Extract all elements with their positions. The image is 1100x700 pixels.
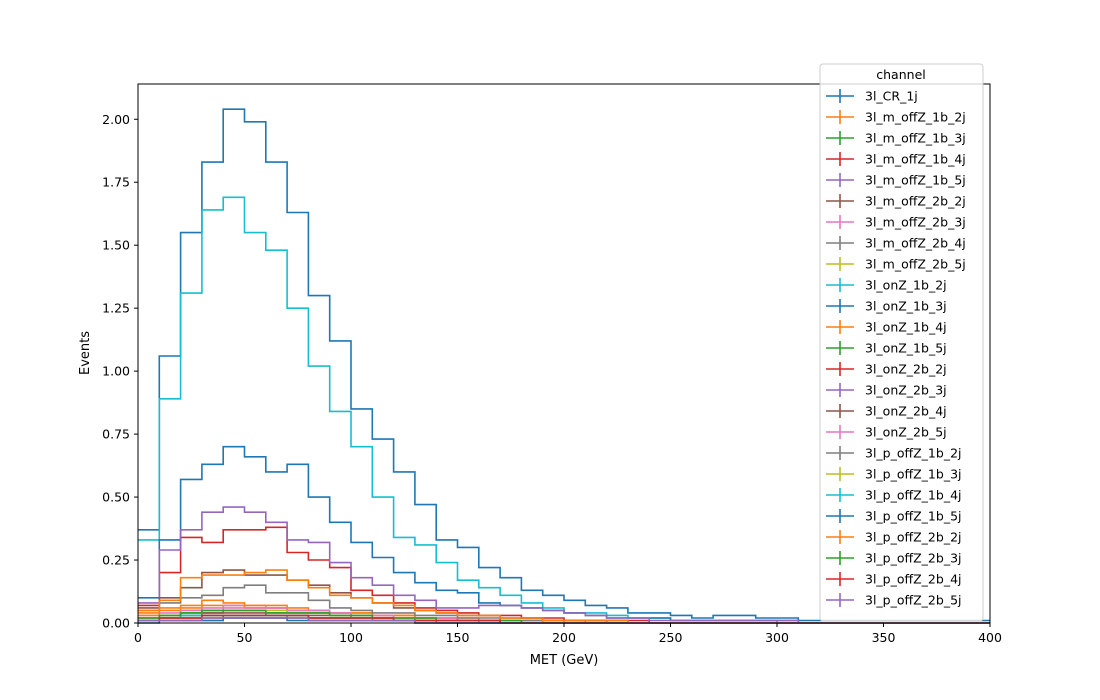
legend-item: 3l_p_offZ_2b_5j xyxy=(826,593,962,608)
x-tick-label: 150 xyxy=(446,630,470,645)
legend-label: 3l_p_offZ_1b_5j xyxy=(865,509,962,524)
x-tick-label: 250 xyxy=(659,630,683,645)
legend-item: 3l_m_offZ_1b_5j xyxy=(826,173,966,188)
legend-label: 3l_onZ_1b_2j xyxy=(865,278,947,293)
legend-item: 3l_onZ_2b_5j xyxy=(826,425,947,440)
legend: channel 3l_CR_1j 3l_m_offZ_1b_2j 3l_m_offZ… xyxy=(819,63,984,622)
legend-item: 3l_m_offZ_2b_5j xyxy=(826,257,966,272)
legend-label: 3l_p_offZ_1b_2j xyxy=(865,446,962,461)
legend-label: 3l_m_offZ_1b_5j xyxy=(865,173,966,188)
x-tick-label: 200 xyxy=(552,630,576,645)
legend-label: 3l_m_offZ_1b_4j xyxy=(865,152,966,167)
x-tick-label: 400 xyxy=(978,630,1002,645)
legend-label: 3l_m_offZ_1b_3j xyxy=(865,131,966,146)
legend-item: 3l_p_offZ_2b_4j xyxy=(826,572,962,587)
legend-item: 3l_m_offZ_2b_3j xyxy=(826,215,966,230)
legend-items: 3l_CR_1j 3l_m_offZ_1b_2j 3l_m_offZ_1b_3j 3l… xyxy=(826,89,966,608)
legend-item: 3l_onZ_2b_4j xyxy=(826,404,947,419)
legend-item: 3l_onZ_1b_5j xyxy=(826,341,947,356)
legend-label: 3l_onZ_1b_3j xyxy=(865,299,947,314)
legend-label: 3l_onZ_2b_3j xyxy=(865,383,947,398)
legend-item: 3l_onZ_2b_2j xyxy=(826,362,947,377)
legend-item: 3l_p_offZ_1b_3j xyxy=(826,467,962,482)
y-tick-label: 0.50 xyxy=(102,490,130,505)
series-line-0 xyxy=(138,108,990,622)
legend-item: 3l_p_offZ_1b_2j xyxy=(826,446,962,461)
x-tick-label: 350 xyxy=(872,630,896,645)
legend-label: 3l_p_offZ_2b_2j xyxy=(865,530,962,545)
legend-label: 3l_p_offZ_2b_3j xyxy=(865,551,962,566)
legend-label: 3l_onZ_2b_5j xyxy=(865,425,947,440)
legend-label: 3l_p_offZ_2b_4j xyxy=(865,572,962,587)
legend-title: channel xyxy=(876,67,925,82)
y-tick-label: 1.50 xyxy=(102,238,130,253)
legend-label: 3l_p_offZ_2b_5j xyxy=(865,593,962,608)
legend-item: 3l_m_offZ_1b_4j xyxy=(826,152,966,167)
y-tick-label: 1.75 xyxy=(102,175,130,190)
legend-item: 3l_onZ_2b_3j xyxy=(826,383,947,398)
legend-item: 3l_CR_1j xyxy=(826,89,918,104)
legend-item: 3l_onZ_1b_2j xyxy=(826,278,947,293)
legend-label: 3l_p_offZ_1b_3j xyxy=(865,467,962,482)
y-axis: 0.00 0.25 0.50 0.75 1.00 1.25 1.50 1.75 2.00 xyxy=(102,112,138,631)
x-tick-label: 50 xyxy=(237,630,253,645)
legend-label: 3l_m_offZ_2b_5j xyxy=(865,257,966,272)
legend-item: 3l_p_offZ_2b_2j xyxy=(826,530,962,545)
legend-item: 3l_p_offZ_1b_5j xyxy=(826,509,962,524)
legend-item: 3l_onZ_1b_3j xyxy=(826,299,947,314)
y-tick-label: 1.25 xyxy=(102,301,130,316)
x-tick-label: 100 xyxy=(339,630,363,645)
legend-label: 3l_m_offZ_1b_2j xyxy=(865,110,966,125)
y-tick-label: 0.25 xyxy=(102,553,130,568)
series-line-14 xyxy=(138,506,990,624)
legend-label: 3l_p_offZ_1b_4j xyxy=(865,488,962,503)
y-tick-label: 0.75 xyxy=(102,427,130,442)
legend-label: 3l_m_offZ_2b_2j xyxy=(865,194,966,209)
y-tick-label: 0.00 xyxy=(102,616,130,631)
legend-box xyxy=(819,63,984,622)
y-tick-label: 1.00 xyxy=(102,364,130,379)
legend-item: 3l_m_offZ_1b_3j xyxy=(826,131,966,146)
legend-item: 3l_m_offZ_2b_4j xyxy=(826,236,966,251)
legend-item: 3l_p_offZ_1b_4j xyxy=(826,488,962,503)
legend-item: 3l_m_offZ_2b_2j xyxy=(826,194,966,209)
legend-label: 3l_onZ_2b_2j xyxy=(865,362,947,377)
legend-label: 3l_m_offZ_2b_3j xyxy=(865,215,966,230)
y-axis-label: Events xyxy=(78,331,93,375)
legend-label: 3l_onZ_1b_5j xyxy=(865,341,947,356)
legend-label: 3l_CR_1j xyxy=(865,89,918,104)
x-tick-label: 0 xyxy=(134,630,142,645)
legend-item: 3l_p_offZ_2b_3j xyxy=(826,551,962,566)
legend-label: 3l_m_offZ_2b_4j xyxy=(865,236,966,251)
y-tick-label: 2.00 xyxy=(102,112,130,127)
legend-item: 3l_onZ_1b_4j xyxy=(826,320,947,335)
x-tick-label: 300 xyxy=(765,630,789,645)
series-line-9 xyxy=(138,196,990,624)
legend-item: 3l_m_offZ_1b_2j xyxy=(826,110,966,125)
legend-label: 3l_onZ_2b_4j xyxy=(865,404,947,419)
legend-label: 3l_onZ_1b_4j xyxy=(865,320,947,335)
x-axis: 0 50 100 150 200 250 300 350 400 xyxy=(134,623,1002,645)
x-axis-label: MET (GeV) xyxy=(530,653,599,668)
